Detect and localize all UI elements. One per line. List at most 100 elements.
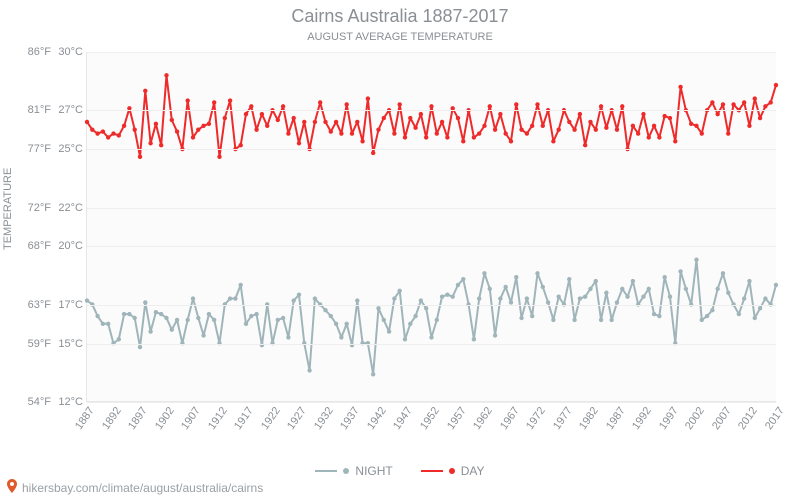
xtick-year: 2017 — [763, 405, 787, 432]
gridline — [87, 149, 776, 150]
series-point-night — [207, 312, 211, 316]
series-point-day — [397, 102, 401, 106]
series-point-night — [710, 308, 714, 312]
series-point-day — [286, 131, 290, 135]
series-point-day — [488, 104, 492, 108]
series-point-night — [662, 275, 666, 279]
ytick-fahrenheit: 54°F — [28, 396, 51, 408]
xtick-year: 1942 — [365, 405, 389, 432]
series-point-day — [668, 116, 672, 120]
climate-chart: Cairns Australia 1887-2017 AUGUST AVERAG… — [0, 0, 800, 500]
series-point-day — [503, 131, 507, 135]
series-point-night — [530, 314, 534, 318]
series-point-night — [551, 318, 555, 322]
xtick-year: 1922 — [259, 405, 283, 432]
series-point-day — [615, 127, 619, 131]
y-axis-label: TEMPERATURE — [2, 168, 14, 250]
series-point-day — [774, 83, 778, 87]
series-point-day — [413, 126, 417, 130]
ytick-fahrenheit: 86°F — [28, 46, 51, 58]
series-point-night — [461, 277, 465, 281]
series-point-day — [254, 127, 258, 131]
series-point-day — [647, 135, 651, 139]
series-point-day — [535, 102, 539, 106]
legend-item-day: DAY — [421, 464, 485, 478]
ytick-celsius: 20°C — [58, 240, 87, 252]
gridline — [87, 246, 776, 247]
series-point-day — [344, 102, 348, 106]
series-point-night — [344, 322, 348, 326]
source-footer: hikersbay.com/climate/august/australia/c… — [6, 479, 263, 496]
series-point-day — [85, 120, 89, 124]
series-point-day — [631, 124, 635, 128]
series-point-night — [758, 306, 762, 310]
series-point-night — [774, 283, 778, 287]
series-point-night — [201, 333, 205, 337]
series-point-day — [212, 100, 216, 104]
series-point-day — [758, 116, 762, 120]
series-point-night — [668, 294, 672, 298]
xtick-year: 1907 — [179, 405, 203, 432]
series-point-night — [641, 294, 645, 298]
series-point-night — [339, 335, 343, 339]
series-point-night — [403, 337, 407, 341]
series-point-day — [95, 131, 99, 135]
series-point-night — [572, 318, 576, 322]
series-point-day — [726, 131, 730, 135]
series-point-day — [556, 127, 560, 131]
xtick-year: 1977 — [551, 405, 575, 432]
series-point-day — [477, 131, 481, 135]
series-point-day — [276, 118, 280, 122]
series-point-night — [599, 318, 603, 322]
series-point-night — [652, 312, 656, 316]
series-point-night — [148, 329, 152, 333]
series-point-night — [170, 327, 174, 331]
series-point-day — [170, 118, 174, 122]
series-point-day — [519, 127, 523, 131]
gridline — [87, 52, 776, 53]
series-point-night — [604, 291, 608, 295]
ytick-celsius: 12°C — [58, 396, 87, 408]
series-point-day — [106, 135, 110, 139]
series-point-night — [435, 318, 439, 322]
series-point-day — [196, 127, 200, 131]
series-point-day — [185, 98, 189, 102]
series-point-day — [604, 126, 608, 130]
series-point-night — [329, 314, 333, 318]
series-point-day — [689, 122, 693, 126]
map-pin-icon — [6, 479, 18, 496]
series-point-night — [440, 294, 444, 298]
legend-swatch-day — [421, 470, 443, 472]
series-point-day — [90, 127, 94, 131]
legend-label-day: DAY — [461, 464, 485, 478]
xtick-year: 1887 — [73, 405, 97, 432]
series-point-day — [318, 100, 322, 104]
series-point-day — [302, 120, 306, 124]
legend-dot-day — [449, 468, 455, 474]
series-point-day — [260, 112, 264, 116]
series-point-day — [366, 96, 370, 100]
xtick-year: 1912 — [206, 405, 230, 432]
series-point-day — [217, 155, 221, 159]
chart-title: Cairns Australia 1887-2017 — [0, 0, 800, 27]
series-point-night — [154, 310, 158, 314]
series-point-day — [509, 139, 513, 143]
series-point-day — [694, 124, 698, 128]
series-point-day — [297, 141, 301, 145]
source-url: hikersbay.com/climate/august/australia/c… — [22, 481, 263, 495]
ytick-fahrenheit: 72°F — [28, 202, 51, 214]
series-point-night — [742, 296, 746, 300]
series-point-day — [339, 131, 343, 135]
series-point-day — [572, 127, 576, 131]
plot-area: 12°C54°F15°C59°F17°C63°F20°C68°F22°C72°F… — [86, 52, 776, 402]
series-point-day — [355, 120, 359, 124]
series-point-day — [763, 104, 767, 108]
series-point-day — [652, 124, 656, 128]
series-point-day — [673, 139, 677, 143]
series-point-night — [684, 287, 688, 291]
series-point-day — [440, 120, 444, 124]
series-point-night — [472, 337, 476, 341]
series-point-night — [450, 294, 454, 298]
xtick-year: 1927 — [285, 405, 309, 432]
series-point-day — [525, 131, 529, 135]
